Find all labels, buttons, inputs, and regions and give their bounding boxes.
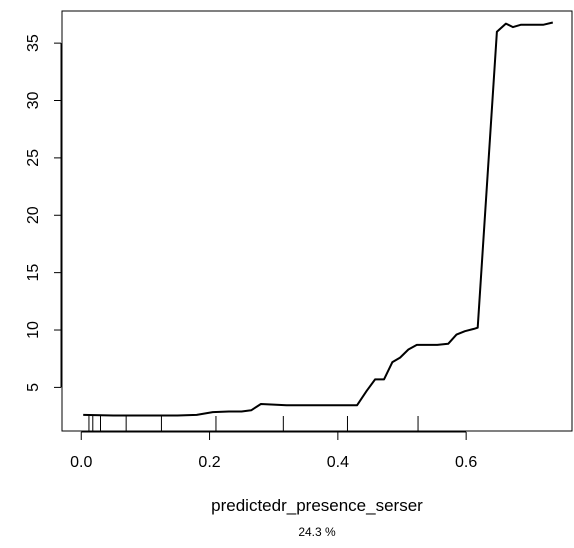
plot-frame	[61, 10, 573, 432]
series-group	[83, 21, 554, 417]
x-axis-title: predictedr_presence_serser	[211, 496, 423, 515]
y-axis: 5 10 15 20 25 30 35	[25, 34, 62, 392]
y-tick-label: 30	[25, 92, 42, 110]
rug-marks	[88, 416, 419, 431]
x-tick-label: 0.4	[327, 454, 349, 471]
x-axis: 0.0 0.2 0.4 0.6	[70, 431, 477, 471]
x-axis-subtitle: 24.3 %	[298, 525, 336, 539]
x-tick-label: 0.2	[198, 454, 220, 471]
y-tick-label: 35	[25, 34, 42, 52]
y-tick-label: 25	[25, 149, 42, 167]
y-tick-label: 15	[25, 264, 42, 282]
y-tick-label: 5	[25, 383, 42, 392]
x-tick-label: 0.6	[455, 454, 477, 471]
series-line	[83, 21, 554, 417]
x-tick-label: 0.0	[70, 454, 92, 471]
y-tick-label: 10	[25, 321, 42, 339]
y-tick-label: 20	[25, 206, 42, 224]
